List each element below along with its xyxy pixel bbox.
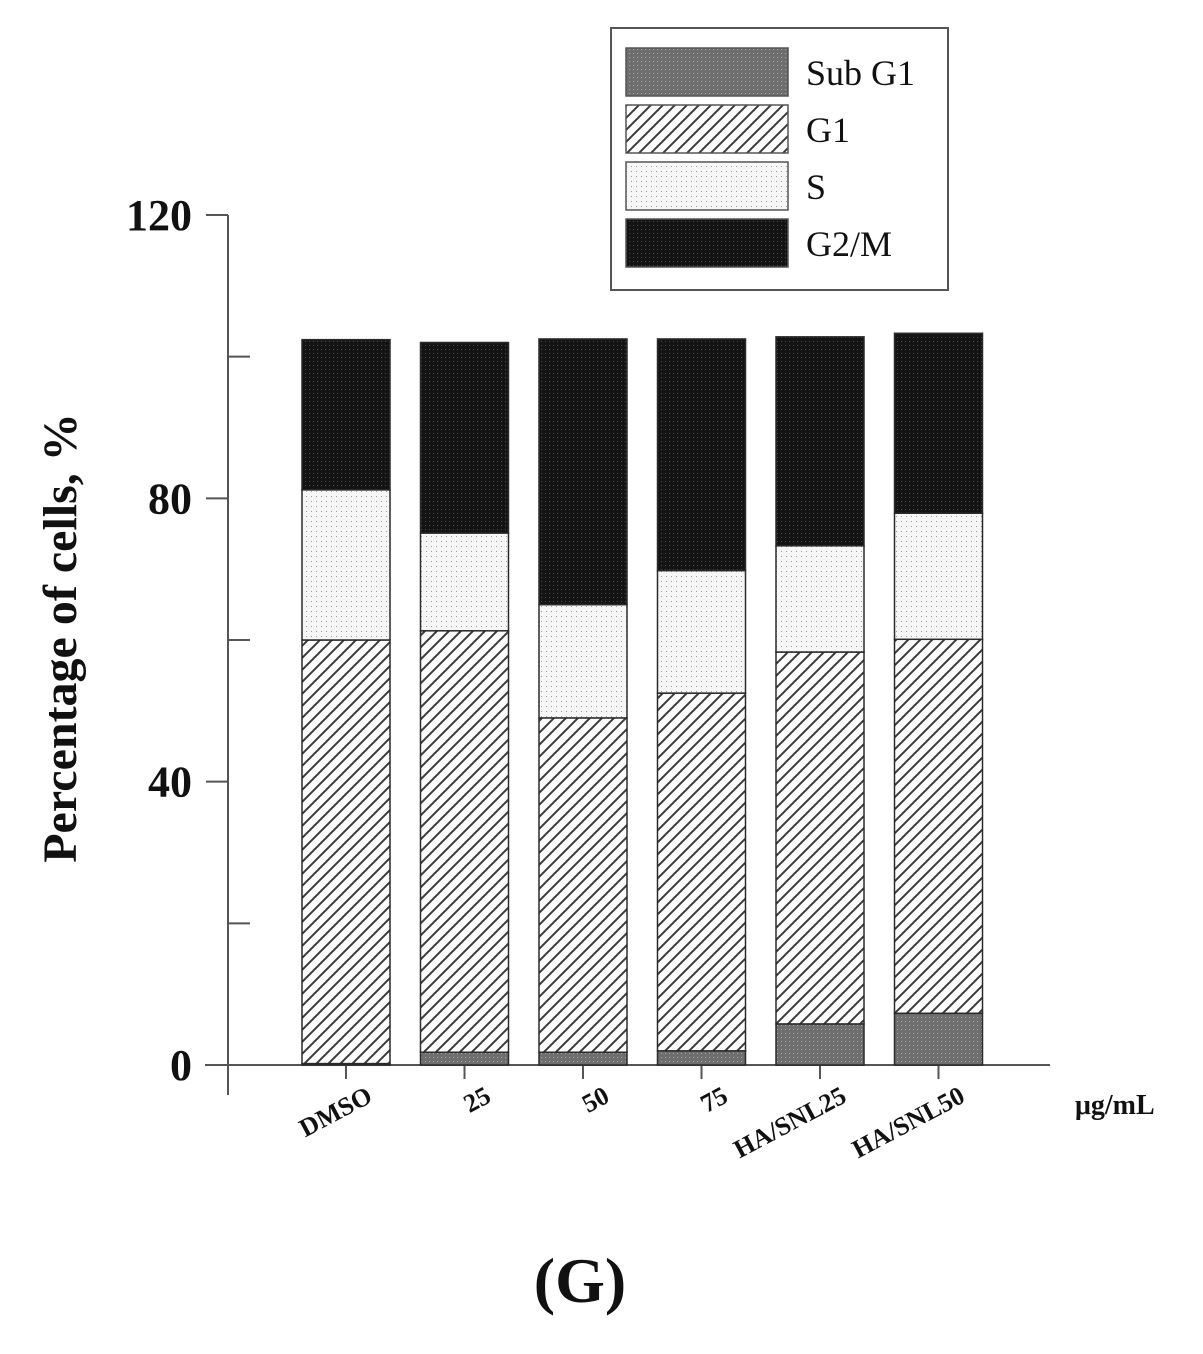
x-tick-label: 25 [459, 1081, 496, 1119]
legend-label: G1 [806, 110, 850, 150]
bar-segment [419, 341, 510, 534]
bar-segment [538, 717, 628, 1054]
x-tick-label: DMSO [294, 1081, 376, 1143]
bar-segment [301, 338, 391, 491]
panel-label: (G) [534, 1245, 626, 1316]
bar-segment [656, 338, 747, 572]
bar-segment [538, 338, 628, 606]
x-tick-label: 75 [696, 1081, 733, 1119]
legend-swatch [625, 47, 789, 97]
bar-segment [893, 1012, 984, 1066]
bar-segment [301, 489, 391, 641]
bar-segment [893, 638, 984, 1015]
bar-segment [656, 1050, 747, 1066]
y-tick-label: 40 [148, 758, 192, 807]
legend-label: Sub G1 [806, 53, 915, 93]
bar-segment [893, 512, 984, 641]
bar-segment [893, 332, 984, 514]
legend-label: G2/M [806, 224, 892, 264]
bar-segment [419, 630, 510, 1054]
bar-segment [656, 569, 747, 694]
bars [301, 332, 984, 1066]
y-tick-label: 0 [170, 1041, 192, 1090]
bar-segment [419, 532, 510, 632]
bar-segment [538, 1051, 628, 1066]
bar-segment [538, 603, 628, 719]
bar-segment [775, 336, 865, 547]
legend-swatch [625, 104, 789, 154]
bar-segment [419, 1051, 510, 1066]
x-tick-label: HA/SNL50 [847, 1081, 969, 1164]
y-tick-label: 120 [126, 191, 192, 240]
legend-swatch [625, 218, 789, 268]
x-tick-label: HA/SNL25 [729, 1081, 851, 1164]
bar-segment [301, 639, 391, 1065]
legend-label: S [806, 167, 826, 207]
legend: Sub G1 G1 S G2/M [610, 27, 949, 291]
bar-segment [775, 545, 865, 653]
x-axis-unit-label: μg/mL [1075, 1090, 1155, 1121]
y-axis-label: Percentage of cells, % [34, 413, 87, 863]
x-tick-label: 50 [577, 1081, 614, 1119]
bar-segment [775, 651, 865, 1025]
legend-swatch [625, 161, 789, 211]
y-tick-label: 80 [148, 474, 192, 523]
bar-segment [656, 692, 747, 1052]
bar-segment [775, 1023, 865, 1066]
